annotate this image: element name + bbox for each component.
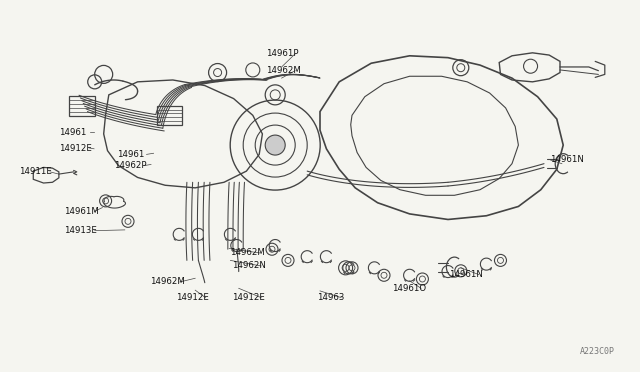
- Text: 14961: 14961: [59, 128, 86, 137]
- Text: 14962P: 14962P: [114, 161, 147, 170]
- Text: 14963: 14963: [317, 293, 344, 302]
- Text: 14961O: 14961O: [392, 284, 426, 293]
- Text: 14961N: 14961N: [449, 270, 483, 279]
- Text: 14912E: 14912E: [59, 144, 92, 153]
- Text: 14962M: 14962M: [230, 248, 265, 257]
- Text: 14961P: 14961P: [266, 49, 298, 58]
- Text: 14962M: 14962M: [150, 278, 185, 286]
- Text: 14961M: 14961M: [64, 207, 99, 216]
- Text: 14911E: 14911E: [19, 167, 52, 176]
- Circle shape: [265, 135, 285, 155]
- Text: 14912E: 14912E: [232, 293, 264, 302]
- Text: A223C0P: A223C0P: [579, 347, 614, 356]
- Text: 14962N: 14962N: [232, 262, 266, 270]
- Text: 14913E: 14913E: [64, 226, 97, 235]
- Text: 14962M: 14962M: [266, 66, 300, 75]
- Text: 14912E: 14912E: [176, 293, 209, 302]
- Text: 14961N: 14961N: [550, 155, 584, 164]
- Text: 14961: 14961: [117, 150, 145, 159]
